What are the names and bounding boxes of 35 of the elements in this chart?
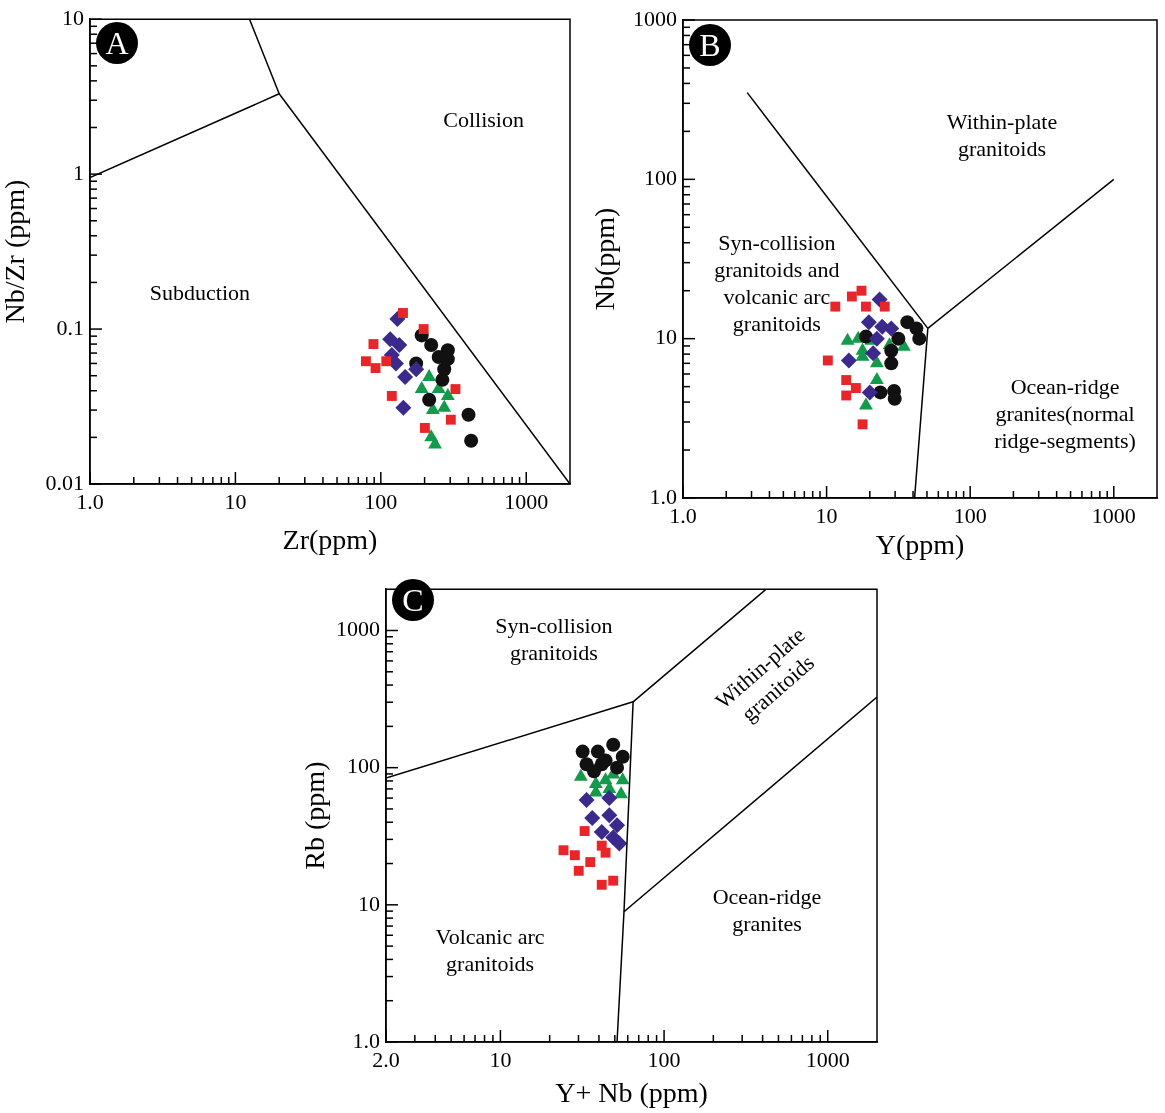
- y-tick-label: 1000: [336, 616, 380, 642]
- y-axis-title: Rb (ppm): [299, 761, 331, 870]
- y-tick-label: 0.1: [56, 314, 84, 340]
- circle-badge: B: [689, 24, 731, 66]
- y-tick-label: 1: [73, 159, 84, 185]
- x-tick-label: 1000: [504, 488, 549, 514]
- x-axis-title: Zr(ppm): [282, 523, 378, 555]
- x-tick-label: 1000: [805, 1046, 850, 1072]
- circle-badge: C: [392, 579, 434, 621]
- y-tick-label: 0.01: [45, 469, 84, 495]
- y-axis-title: Nb/Zr (ppm): [0, 179, 31, 324]
- x-axis-title: Y+ Nb (ppm): [555, 1076, 708, 1108]
- circle-badge: A: [96, 22, 138, 64]
- y-tick-label: 10: [655, 324, 677, 350]
- annotation: Syn-collision granitoids and volcanic arc granitoids: [714, 230, 840, 337]
- y-axis-title: Nb(ppm): [589, 207, 621, 311]
- x-tick-label: 10: [815, 502, 838, 528]
- annotation: Ocean-ridge granites: [712, 884, 822, 937]
- annotation: Volcanic arc granitoids: [435, 923, 545, 976]
- annotation: Within-plate granitoids: [946, 109, 1058, 162]
- annotation: Ocean-ridge granites(normal ridge-segments): [994, 373, 1136, 453]
- x-tick-label: 10: [224, 488, 247, 514]
- x-tick-label: 10: [489, 1046, 512, 1072]
- annotation: Syn-collision granitoids: [495, 612, 613, 665]
- annotation: Subduction: [149, 280, 251, 306]
- x-axis-title: Y(ppm): [875, 528, 965, 560]
- y-tick-label: 10: [358, 890, 380, 916]
- y-tick-label: 1000: [633, 5, 677, 31]
- y-tick-label: 10: [62, 4, 84, 30]
- x-tick-label: 1000: [1091, 502, 1136, 528]
- x-tick-label: 100: [953, 502, 987, 528]
- y-tick-label: 1.0: [352, 1027, 380, 1053]
- y-tick-label: 100: [347, 753, 380, 779]
- annotation: Collision: [443, 107, 524, 133]
- y-tick-label: 100: [644, 165, 677, 191]
